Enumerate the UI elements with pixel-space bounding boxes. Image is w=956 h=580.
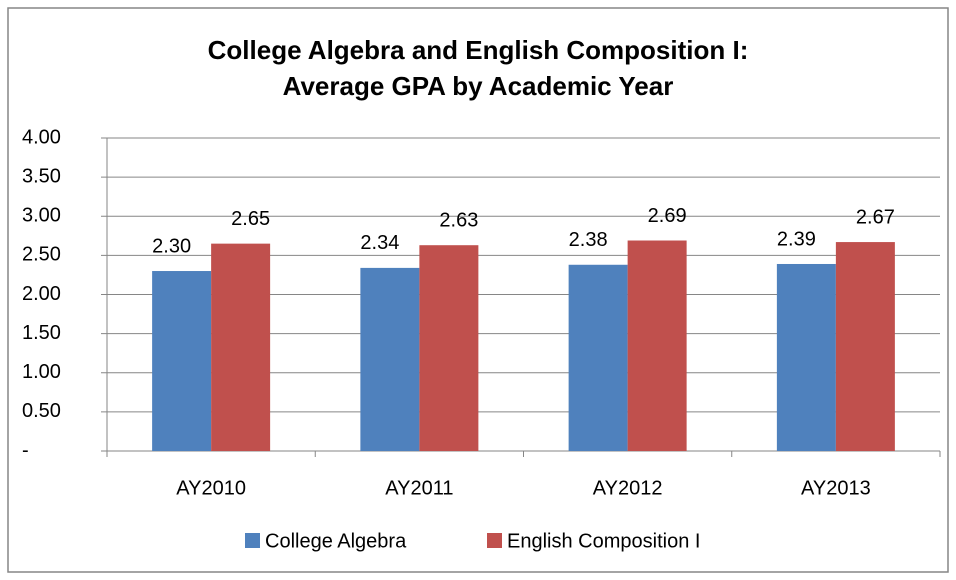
y-tick-label: 0.50: [22, 400, 61, 422]
legend-label: English Composition I: [507, 530, 700, 552]
y-tick-label: 2.00: [22, 283, 61, 305]
bar: [152, 271, 212, 451]
bar: [835, 242, 895, 451]
data-label: 2.38: [569, 229, 608, 251]
y-tick-label: 3.50: [22, 165, 61, 187]
y-tick-label: -: [22, 439, 29, 461]
data-label: 2.67: [856, 206, 895, 228]
bar: [627, 240, 687, 451]
bar: [360, 267, 420, 451]
x-tick-label: AY2013: [801, 477, 871, 499]
y-tick-label: 2.50: [22, 244, 61, 266]
bar: [419, 245, 479, 451]
bar: [211, 243, 271, 451]
bar: [568, 264, 628, 451]
legend-swatch: [487, 533, 502, 548]
y-tick-label: 4.00: [22, 126, 61, 148]
data-label: 2.69: [648, 205, 687, 227]
y-tick-label: 1.50: [22, 322, 61, 344]
x-tick-label: AY2011: [385, 477, 453, 499]
legend-swatch: [245, 533, 260, 548]
x-tick-label: AY2010: [176, 477, 246, 499]
legend-label: College Algebra: [265, 530, 407, 552]
bar: [776, 263, 836, 451]
y-tick-label: 1.00: [22, 361, 61, 383]
data-label: 2.65: [231, 208, 270, 230]
data-label: 2.63: [439, 209, 478, 231]
data-label: 2.39: [777, 228, 816, 250]
data-label: 2.34: [360, 232, 399, 254]
chart-title: College Algebra and English Composition …: [208, 35, 749, 65]
data-label: 2.30: [152, 235, 191, 257]
y-tick-label: 3.00: [22, 205, 61, 227]
chart-title: Average GPA by Academic Year: [283, 71, 674, 101]
x-tick-label: AY2012: [593, 477, 663, 499]
